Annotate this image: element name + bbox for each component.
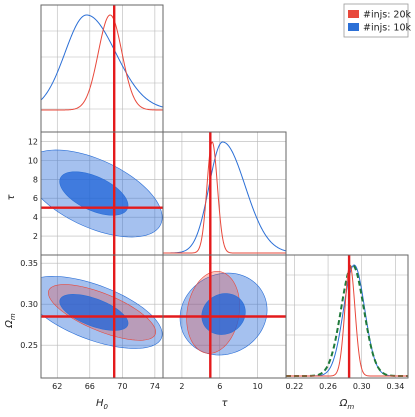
tau-y-tick: 12	[28, 137, 38, 146]
legend-label: #injs: 10k	[363, 23, 412, 34]
h0-marginal-20k	[41, 14, 163, 111]
tau-marginal-10k	[163, 141, 286, 254]
grid-tau-om	[163, 255, 286, 378]
om-y-tick: 0.25	[20, 341, 38, 350]
panel-tau-marginal-frame	[162, 131, 287, 256]
panel-tau-marginal-content	[163, 132, 286, 255]
panel-h0-om: 0.25 0.30 0.35 Ωm 62 66 70 74 H0	[4, 254, 164, 411]
tau-y-tick: 6	[33, 194, 38, 203]
om-x-axis-label-sub: m	[347, 403, 354, 411]
h0-tau-10k-inner	[59, 171, 129, 216]
tau-x-tick: 2	[179, 382, 184, 391]
legend-swatch	[348, 10, 359, 18]
om-x-tick-labels: 0.22 0.26 0.30 0.34	[286, 382, 405, 391]
h0-marginal-10k	[41, 14, 163, 108]
om-x-tick: 0.30	[353, 382, 371, 391]
tau-y-axis-label-main: τ	[6, 194, 17, 201]
grid-h0-marginal	[41, 5, 163, 132]
tau-x-tick: 6	[217, 382, 222, 391]
legend-box	[343, 3, 409, 38]
tau-y-tick-labels: 2 4 6 8 10 12	[28, 137, 38, 241]
panels-layer: 2 4 6 8 10 12 τ 0.25 0.30 0.35 Ωm 62 66 70 74 H0 2 6 10 τ 0.…	[4, 4, 409, 411]
om-x-tick: 0.22	[286, 382, 304, 391]
panel-tau-om: 2 6 10 τ	[162, 254, 287, 409]
panel-h0-tau-content	[41, 132, 163, 255]
om-y-tick: 0.30	[20, 300, 38, 309]
om-x-axis-label-main: Ω	[339, 398, 348, 409]
h0-x-axis-label-main: H	[96, 398, 104, 409]
om-x-tick: 0.26	[319, 382, 337, 391]
panel-h0-tau: 2 4 6 8 10 12 τ	[6, 131, 164, 256]
legend-entry: #injs: 10k	[348, 23, 412, 34]
legend-swatch	[348, 23, 359, 31]
tau-y-axis-label: τ	[6, 194, 17, 201]
tau-y-tick: 8	[33, 175, 38, 184]
h0-x-axis-label-sub: 0	[104, 403, 109, 411]
om-x-tick: 0.34	[386, 382, 404, 391]
legend-entry: #injs: 20k	[348, 10, 412, 21]
panel-om-marginal: 0.22 0.26 0.30 0.34 Ωm	[285, 254, 409, 411]
grid-tau-marginal	[163, 132, 286, 255]
om-y-axis-label: Ωm	[4, 313, 17, 329]
h0-x-tick: 70	[117, 382, 127, 391]
h0-om-10k-inner	[59, 294, 129, 331]
panel-tau-om-content	[163, 255, 286, 378]
legend: #injs: 20k #injs: 10k	[343, 3, 412, 38]
panel-om-marginal-frame	[285, 254, 409, 379]
tau-x-axis-label: τ	[221, 398, 228, 409]
panel-tau-marginal	[162, 131, 287, 256]
panel-h0-marginal	[40, 4, 164, 133]
tau-x-tick-labels: 2 6 10	[179, 382, 262, 391]
h0-x-tick: 66	[85, 382, 95, 391]
om-y-axis-label-sub: m	[9, 313, 17, 320]
tau-x-tick: 10	[253, 382, 263, 391]
h0-x-tick: 62	[52, 382, 62, 391]
tau-marginal-20k	[163, 141, 286, 254]
om-marginal-20k	[286, 264, 408, 377]
panel-om-marginal-content	[286, 255, 408, 378]
tau-y-tick: 2	[33, 232, 38, 241]
h0-x-axis-label: H0	[96, 398, 109, 411]
tau-x-axis-label-main: τ	[221, 398, 228, 409]
om-y-tick-labels: 0.25 0.30 0.35	[20, 259, 38, 350]
panel-h0-marginal-content	[41, 5, 163, 132]
om-x-axis-label: Ωm	[339, 398, 355, 411]
panel-h0-om-content	[41, 255, 163, 378]
h0-x-tick-labels: 62 66 70 74	[52, 382, 160, 391]
tau-y-tick: 10	[28, 156, 38, 165]
legend-label: #injs: 20k	[363, 10, 412, 21]
tau-y-tick: 4	[33, 213, 38, 222]
om-y-axis-label-main: Ω	[4, 320, 15, 329]
h0-x-tick: 74	[150, 382, 160, 391]
om-y-tick: 0.35	[20, 259, 38, 268]
